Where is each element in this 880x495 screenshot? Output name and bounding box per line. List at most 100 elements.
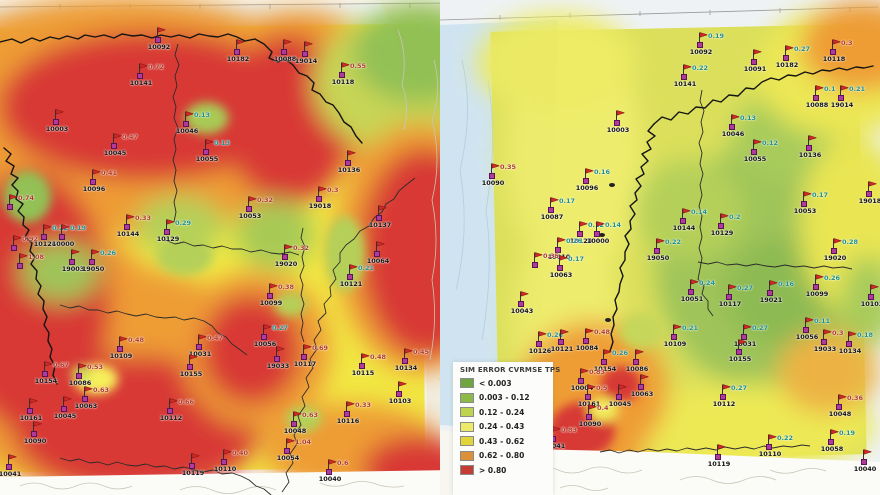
station-square-icon <box>374 251 380 257</box>
station-square-icon <box>53 119 59 125</box>
station-value: 0.27 <box>737 284 754 292</box>
station-value: 0.2 <box>729 213 741 221</box>
station-id: 10115 <box>351 369 375 377</box>
station-id: 10004 <box>570 384 594 392</box>
station-value: 0.3 <box>841 39 853 47</box>
station-square-icon <box>654 248 660 254</box>
station-id: 10031 <box>188 350 212 358</box>
station-id: 19033 <box>266 362 290 370</box>
station-value: 0.45 <box>413 348 430 356</box>
station-id: 19020 <box>274 260 298 268</box>
station-square-icon <box>274 356 280 362</box>
station-square-icon <box>803 327 809 333</box>
station-square-icon <box>532 262 538 268</box>
station-id: 10110 <box>213 465 237 473</box>
station-id: 10051 <box>680 295 704 303</box>
station-square-icon <box>301 354 307 360</box>
station-value: 0.12 <box>762 139 779 147</box>
station-id: 10041 <box>0 470 22 478</box>
station-id: 10063 <box>549 271 573 279</box>
station-id: 10109 <box>109 352 133 360</box>
legend-color-chip <box>460 436 474 446</box>
station-id: 10031 <box>733 340 757 348</box>
station-square-icon <box>583 338 589 344</box>
station-id: 10058 <box>820 445 844 453</box>
station-square-icon <box>583 178 589 184</box>
station-id: 10161 <box>577 400 601 408</box>
station-id: 10117 <box>718 300 742 308</box>
station-square-icon <box>282 254 288 260</box>
legend-row: 0.62 - 0.80 <box>460 450 547 461</box>
station-square-icon <box>558 339 564 345</box>
station-id: 10053 <box>238 212 262 220</box>
station-id: 10103 <box>388 397 412 405</box>
station-value: 0.13 <box>194 111 211 119</box>
station-square-icon <box>766 444 772 450</box>
station-id: 10182 <box>226 55 250 63</box>
station-id: 19018 <box>308 202 332 210</box>
station-id: 10137 <box>368 221 392 229</box>
station-square-icon <box>616 394 622 400</box>
station-id: 10096 <box>575 184 599 192</box>
station-square-icon <box>638 384 644 390</box>
station-square-icon <box>6 464 12 470</box>
station-square-icon <box>82 396 88 402</box>
station-id: 10154 <box>593 365 617 373</box>
station-id: 10040 <box>853 465 877 473</box>
legend-color-chip <box>460 392 474 403</box>
station-square-icon <box>783 55 789 61</box>
station-value: 0.27 <box>731 384 748 392</box>
station-value: 0.74 <box>18 194 35 202</box>
station-id: 10117 <box>293 360 317 368</box>
station-value: 0.13 <box>740 114 757 122</box>
station-square-icon <box>838 95 844 101</box>
station-id: 10000 <box>51 240 75 248</box>
station-square-icon <box>697 42 703 48</box>
station-square-icon <box>261 334 267 340</box>
station-value: 0.22 <box>692 64 709 72</box>
station-value: 0.19 <box>839 429 856 437</box>
station-square-icon <box>801 201 807 207</box>
station-value: 0.17 <box>559 197 576 205</box>
station-value: 0.22 <box>777 434 794 442</box>
station-value: 0.1 <box>824 85 836 93</box>
station-value: 0.17 <box>812 191 829 199</box>
station-square-icon <box>594 231 600 237</box>
station-id: 10129 <box>710 229 734 237</box>
station-id: 10124 <box>569 237 593 245</box>
station-square-icon <box>117 346 123 352</box>
station-square-icon <box>681 74 687 80</box>
station-square-icon <box>846 341 852 347</box>
station-square-icon <box>167 408 173 414</box>
station-value: 0.19 <box>708 32 725 40</box>
legend-label: < 0.003 <box>479 378 512 388</box>
station-square-icon <box>767 290 773 296</box>
station-value: 0.69 <box>312 344 329 352</box>
station-value: 0.33 <box>135 214 152 222</box>
station-id: 10046 <box>175 127 199 135</box>
station-id: 10063 <box>74 402 98 410</box>
station-id: 10084 <box>575 344 599 352</box>
station-id: 10048 <box>828 410 852 418</box>
station-id: 10116 <box>336 417 360 425</box>
legend-color-chip <box>460 378 474 388</box>
legend-row: > 0.80 <box>460 465 547 475</box>
station-id: 10119 <box>707 460 731 468</box>
station-value: 0.40 <box>232 449 249 457</box>
right-terrain-south <box>495 448 880 495</box>
legend-color-chip <box>460 407 474 417</box>
station-square-icon <box>344 411 350 417</box>
station-square-icon <box>518 301 524 307</box>
station-id: 19003 <box>61 265 85 273</box>
right-boundaries <box>599 89 853 454</box>
station-id: 10112 <box>159 414 183 422</box>
station-square-icon <box>821 339 827 345</box>
station-value: 0.11 <box>814 317 831 325</box>
left-coastlines <box>0 33 363 385</box>
station-square-icon <box>751 59 757 65</box>
station-square-icon <box>11 245 17 251</box>
station-id: 10121 <box>550 345 574 353</box>
station-square-icon <box>578 378 584 384</box>
station-value: 0.26 <box>612 349 629 357</box>
station-id: 19050 <box>81 265 105 273</box>
